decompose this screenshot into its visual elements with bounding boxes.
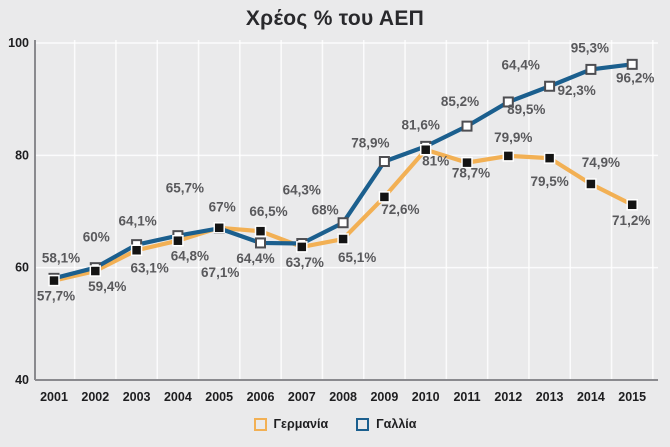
data-label: 64,1% (118, 214, 156, 229)
x-tick-label: 2011 (453, 390, 480, 404)
x-tick-label: 2009 (370, 390, 398, 404)
y-tick-label: 40 (15, 373, 29, 387)
legend-item-germany: Γερμανία (253, 417, 329, 431)
x-tick-label: 2002 (81, 390, 109, 404)
x-tick-label: 2013 (536, 390, 564, 404)
legend-label-france: Γαλλία (376, 417, 417, 431)
data-label: 78,9% (351, 136, 389, 151)
markers-germany (48, 143, 638, 287)
data-label: 95,3% (571, 40, 609, 55)
data-label: 63,1% (130, 260, 168, 275)
data-label: 67% (209, 199, 236, 214)
x-tick-label: 2007 (288, 390, 316, 404)
x-tick-label: 2008 (329, 390, 357, 404)
x-tick-label: 2012 (494, 390, 522, 404)
x-tick-label: 2005 (205, 390, 233, 404)
data-label: 85,2% (441, 94, 479, 109)
data-label: 67,1% (201, 265, 239, 280)
gridlines (35, 40, 658, 380)
data-label: 71,2% (612, 213, 650, 228)
data-label: 58,1% (42, 250, 80, 265)
data-label: 96,2% (616, 70, 654, 85)
data-label: 63,7% (286, 255, 324, 270)
data-label: 65,7% (166, 181, 204, 196)
data-label: 68% (312, 203, 339, 218)
y-axis-labels: 40 60 80 100 (8, 36, 29, 387)
x-tick-label: 2001 (40, 390, 68, 404)
france-swatch-icon (356, 417, 370, 431)
data-label: 81,6% (402, 117, 440, 132)
data-label: 79,9% (494, 130, 532, 145)
germany-swatch-icon (253, 417, 267, 431)
x-tick-label: 2015 (618, 390, 646, 404)
x-tick-label: 2003 (123, 390, 151, 404)
data-label: 78,7% (452, 166, 490, 181)
x-tick-label: 2006 (247, 390, 275, 404)
data-label: 74,9% (582, 155, 620, 170)
data-label: 81% (422, 154, 449, 169)
data-labels: 57,7% 59,4% 63,1%64,8%67,1% 66,5% 63,7% 65,1%… (37, 40, 654, 303)
data-label: 92,3% (557, 83, 595, 98)
y-tick-label: 60 (15, 261, 29, 275)
x-tick-label: 2010 (412, 390, 440, 404)
x-axis-labels: 2001 2002 2003 2004 2005 2006 2007 2008 2009 2010… (40, 390, 646, 404)
data-label: 72,6% (381, 202, 419, 217)
data-label: 64,4% (236, 251, 274, 266)
data-label: 60% (83, 230, 110, 245)
data-label: 89,5% (507, 102, 545, 117)
data-label: 65,1% (338, 250, 376, 265)
x-tick-label: 2014 (577, 390, 605, 404)
data-label: 79,5% (530, 174, 568, 189)
data-label: 66,5% (249, 204, 287, 219)
data-label: 64,3% (283, 183, 321, 198)
x-tick-label: 2004 (164, 390, 192, 404)
data-label: 59,4% (88, 279, 126, 294)
y-tick-label: 100 (8, 36, 29, 50)
legend-item-france: Γαλλία (356, 417, 416, 431)
chart-title: Χρέος % του ΑΕΠ (245, 7, 425, 30)
data-label: 64,8% (171, 249, 209, 264)
y-tick-label: 80 (15, 148, 29, 162)
stray-data-label: 64,4% (502, 57, 540, 72)
axes (34, 40, 658, 381)
data-label: 57,7% (37, 289, 75, 304)
legend-label-germany: Γερμανία (273, 417, 329, 431)
legend: Γερμανία Γαλλία (0, 417, 670, 431)
